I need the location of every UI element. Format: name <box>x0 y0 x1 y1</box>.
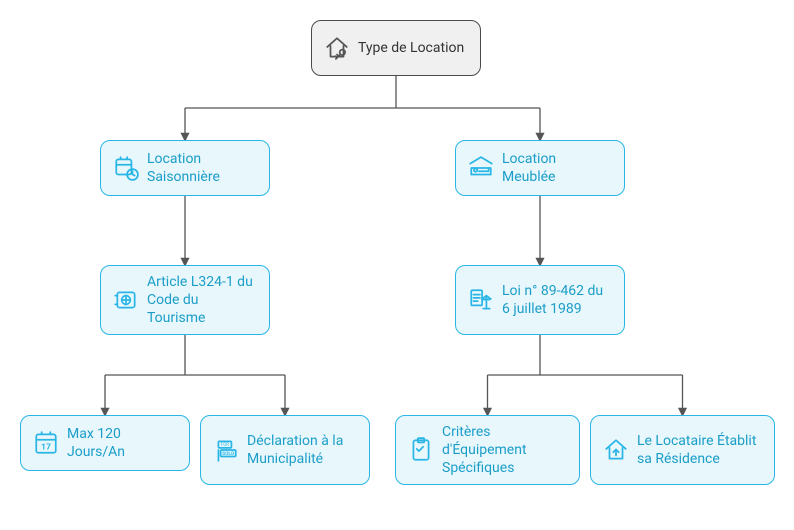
calendar-17-icon: 17 <box>33 430 59 456</box>
calendar-clock-icon <box>113 155 139 181</box>
bed-icon <box>468 155 494 181</box>
node-loi-label: Loi n° 89-462 du 6 juillet 1989 <box>502 282 612 318</box>
node-criteria: Critères d'Équipement Spécifiques <box>395 415 580 485</box>
node-root: Type de Location <box>311 20 481 76</box>
node-declare-label: Déclaration à la Municipalité <box>247 432 357 468</box>
svg-text:SOLD: SOLD <box>222 451 234 457</box>
node-article: Article L324-1 du Code du Tourisme <box>100 265 270 335</box>
node-max120: 17 Max 120 Jours/An <box>20 415 190 471</box>
node-declare: FOR SOLD Déclaration à la Municipalité <box>200 415 370 485</box>
house-up-icon <box>603 437 629 463</box>
node-residence: Le Locataire Établit sa Résidence <box>590 415 775 485</box>
node-residence-label: Le Locataire Établit sa Résidence <box>637 432 762 468</box>
node-article-label: Article L324-1 du Code du Tourisme <box>147 273 257 328</box>
node-loi: Loi n° 89-462 du 6 juillet 1989 <box>455 265 625 335</box>
node-furnished-label: Location Meublée <box>502 150 612 186</box>
house-key-icon <box>324 35 350 61</box>
node-seasonal-label: Location Saisonnière <box>147 150 257 186</box>
atlas-icon <box>113 287 139 313</box>
node-max120-label: Max 120 Jours/An <box>67 425 177 461</box>
svg-text:17: 17 <box>41 443 51 453</box>
node-furnished: Location Meublée <box>455 140 625 196</box>
svg-text:FOR: FOR <box>221 443 229 448</box>
node-root-label: Type de Location <box>358 39 464 57</box>
sign-sold-icon: FOR SOLD <box>213 437 239 463</box>
checklist-icon <box>408 437 434 463</box>
node-seasonal: Location Saisonnière <box>100 140 270 196</box>
node-criteria-label: Critères d'Équipement Spécifiques <box>442 423 567 478</box>
scale-doc-icon <box>468 287 494 313</box>
